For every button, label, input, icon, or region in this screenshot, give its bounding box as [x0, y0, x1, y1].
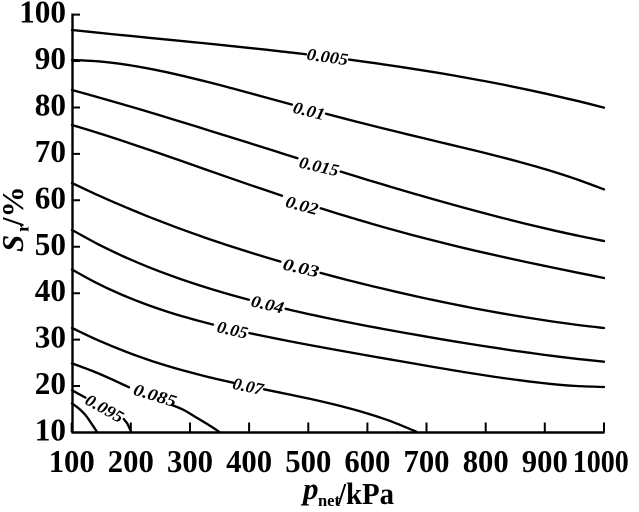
svg-text:50: 50 [35, 226, 66, 262]
svg-text:/kPa: /kPa [337, 476, 394, 511]
svg-text:700: 700 [404, 443, 450, 479]
svg-text:300: 300 [167, 443, 213, 479]
svg-text:70: 70 [35, 133, 66, 169]
svg-text:10: 10 [35, 412, 66, 448]
svg-text:20: 20 [35, 365, 66, 401]
svg-text:600: 600 [344, 443, 390, 479]
svg-text:/%: /% [0, 186, 30, 227]
svg-text:p: p [300, 471, 319, 506]
svg-text:90: 90 [35, 40, 66, 76]
svg-text:400: 400 [226, 443, 272, 479]
svg-text:S: S [0, 235, 30, 252]
svg-text:r: r [13, 224, 33, 232]
svg-text:100: 100 [49, 443, 95, 479]
svg-text:net: net [318, 491, 341, 510]
svg-text:100: 100 [19, 0, 66, 30]
svg-text:200: 200 [108, 443, 154, 479]
svg-text:60: 60 [35, 179, 66, 215]
svg-text:80: 80 [35, 87, 66, 123]
svg-text:30: 30 [35, 319, 66, 355]
svg-text:1000: 1000 [573, 443, 629, 479]
svg-text:900: 900 [522, 443, 568, 479]
svg-text:40: 40 [35, 272, 66, 308]
svg-text:800: 800 [463, 443, 509, 479]
svg-text:500: 500 [285, 443, 331, 479]
